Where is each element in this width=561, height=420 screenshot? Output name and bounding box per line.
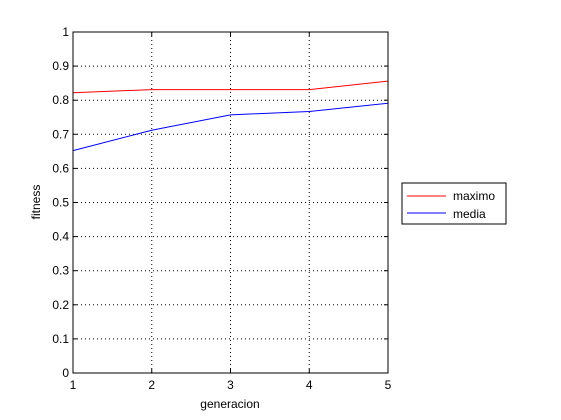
y-tick-label: 0.4: [52, 230, 69, 244]
x-tick-labels: 1 2 3 4 5: [70, 378, 392, 392]
legend-label-media: media: [453, 207, 486, 221]
y-tick-label: 1: [62, 25, 69, 39]
x-tick-label: 4: [306, 378, 313, 392]
plot-frame: [72, 31, 389, 374]
x-tick-label: 5: [385, 378, 392, 392]
y-tick-label: 0.6: [52, 161, 69, 175]
y-tick-label: 0.1: [52, 332, 69, 346]
legend: maximo media: [401, 182, 507, 225]
y-tick-label: 0: [62, 366, 69, 380]
y-tick-label: 0.5: [52, 196, 69, 210]
y-tick-label: 0.7: [52, 127, 69, 141]
y-tick-labels: 0 0.1 0.2 0.3 0.4 0.5 0.6 0.7 0.8 0.9 1: [52, 25, 69, 380]
series-lines: [72, 80, 389, 152]
y-tick-label: 0.9: [52, 59, 69, 73]
x-tick-label: 2: [148, 378, 155, 392]
y-tick-label: 0.8: [52, 93, 69, 107]
grid-lines: [73, 32, 388, 373]
x-tick-label: 1: [70, 378, 77, 392]
y-tick-label: 0.2: [52, 298, 69, 312]
x-tick-label: 3: [227, 378, 234, 392]
plot-area: [73, 32, 388, 373]
x-axis-label: generacion: [200, 397, 259, 411]
y-tick-label: 0.3: [52, 264, 69, 278]
series-line-media: [72, 102, 389, 152]
series-line-maximo: [72, 80, 389, 94]
legend-box: [401, 182, 507, 225]
y-axis-label: fitness: [29, 185, 43, 220]
legend-label-maximo: maximo: [453, 189, 495, 203]
